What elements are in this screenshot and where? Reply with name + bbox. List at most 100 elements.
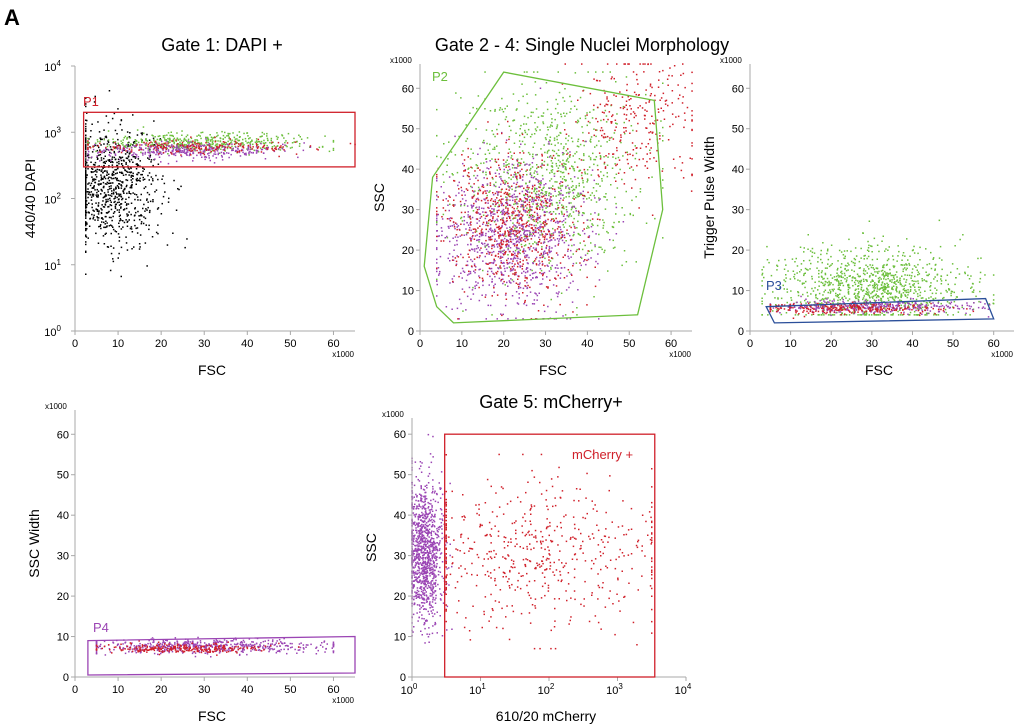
data-point [868,244,870,247]
data-point [551,204,554,206]
data-point [554,107,557,110]
data-point [478,268,480,271]
data-point [484,71,486,73]
data-point [606,141,608,143]
data-point [529,274,531,276]
data-point [85,250,87,253]
data-point [612,153,615,155]
data-point [563,241,566,244]
data-point [551,165,553,167]
data-point [502,213,504,215]
data-point [545,246,547,249]
data-point [567,191,570,194]
data-point [436,295,438,297]
data-point [603,221,605,224]
data-point [473,265,476,267]
data-point [526,185,529,187]
data-point [529,180,531,182]
data-point [130,174,133,177]
data-point [532,157,535,160]
data-point [519,252,521,255]
data-point [478,239,481,241]
data-point [502,221,504,224]
data-point [591,230,594,233]
data-point [198,147,200,149]
data-point [615,81,617,83]
data-point [510,282,512,284]
data-point [511,213,514,215]
data-point [525,123,528,125]
data-point [463,159,466,161]
data-point [601,129,604,132]
data-point [520,143,522,145]
data-point [467,156,469,158]
data-point [125,163,127,165]
data-point [505,202,507,204]
data-point [85,193,87,196]
data-point [580,256,582,258]
data-point [515,271,517,274]
data-point [537,166,539,168]
data-point [436,270,438,273]
data-point [577,192,579,194]
data-point [589,219,592,222]
data-point [494,160,497,163]
data-point [109,155,112,157]
data-point [506,239,508,241]
data-point [127,156,130,158]
data-point [610,104,613,106]
data-point [117,142,119,145]
data-point [109,146,112,148]
data-point [94,161,97,164]
data-point [486,194,488,197]
x-tick-label: 20 [155,338,167,350]
data-point [496,246,499,248]
data-point [501,132,503,135]
data-point [148,146,150,148]
data-point [93,187,95,189]
data-point [166,140,168,143]
data-point [99,142,101,145]
data-point [517,186,519,188]
data-point [526,199,528,202]
data-point [96,188,98,191]
data-point [485,318,487,320]
data-point [525,229,528,232]
data-point [488,168,490,170]
data-point [616,149,618,152]
data-point [103,143,105,145]
data-point [599,198,601,200]
data-point [515,196,517,198]
data-point [510,129,512,132]
data-point [509,232,512,234]
data-point [159,143,162,146]
data-point [239,144,242,146]
data-point [116,196,118,199]
data-point [493,146,496,149]
data-point [104,150,107,152]
data-point [545,201,548,203]
data-point [219,137,221,139]
data-point [275,148,277,150]
data-point [915,280,917,283]
data-point [105,160,107,163]
data-point [532,232,534,234]
data-point [485,294,487,296]
data-point [538,241,541,243]
data-point [485,248,488,251]
data-point [471,196,474,199]
data-point [876,271,878,273]
data-point [103,176,106,178]
data-point [524,230,526,232]
data-point [97,242,100,244]
data-point [625,127,627,129]
data-point [496,209,498,212]
data-point [542,251,545,253]
data-point [498,204,500,206]
data-point [531,206,533,208]
data-point [541,233,543,235]
data-point [540,148,542,150]
data-point [516,195,519,198]
data-point [494,199,497,201]
data-point [551,233,553,235]
